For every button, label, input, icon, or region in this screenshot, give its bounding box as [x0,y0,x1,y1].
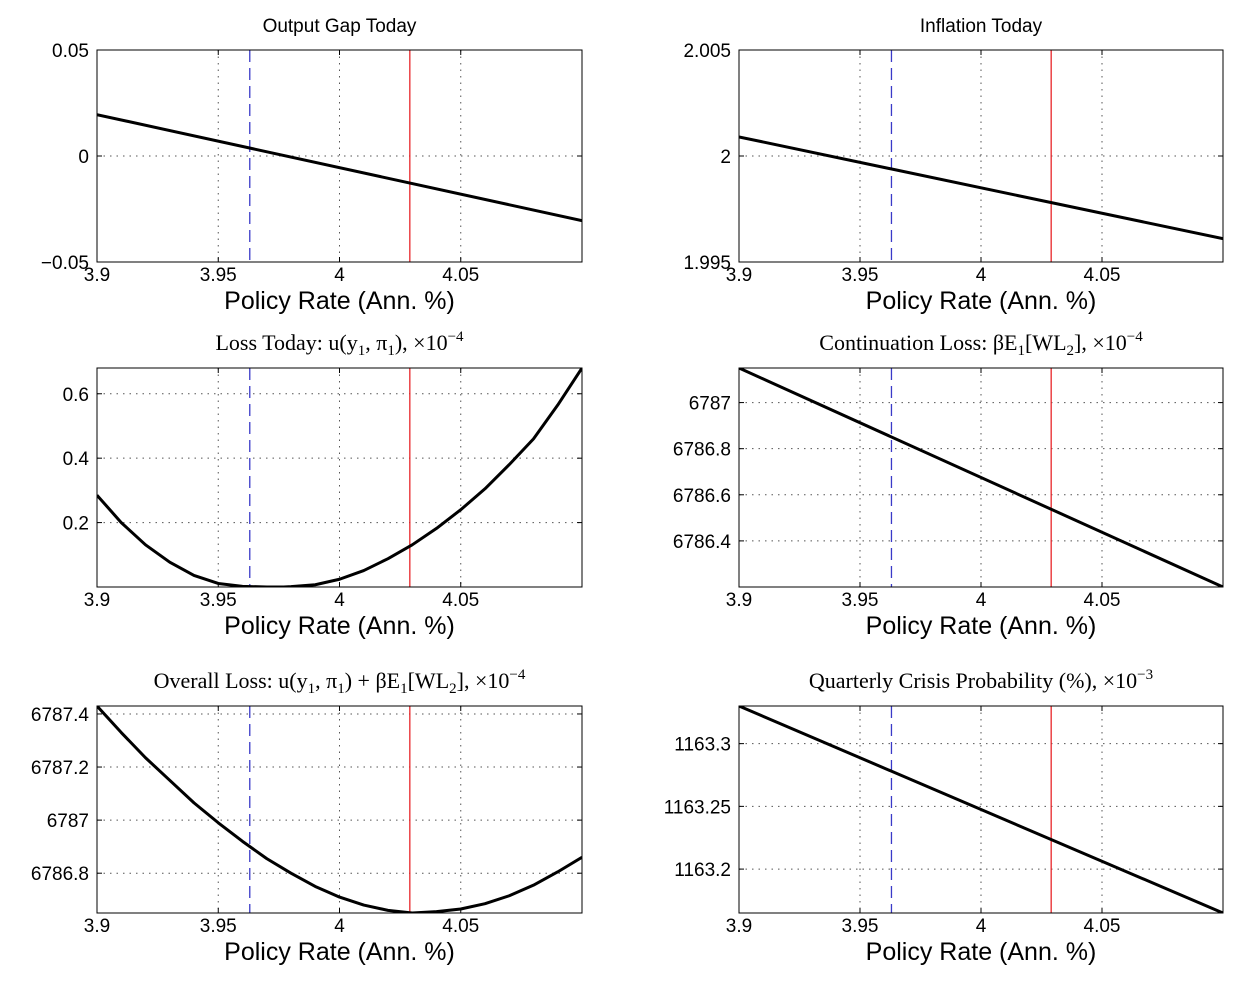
y-tick-label: 6786.8 [673,440,731,461]
x-tick-label: 4 [334,916,345,937]
x-tick-label: 4 [976,590,987,611]
series-line [739,706,1223,913]
x-axis-label: Policy Rate (Ann. %) [224,612,455,640]
x-tick-label: 3.95 [200,916,237,937]
y-tick-label: 6787.4 [31,705,90,726]
x-axis-label: Policy Rate (Ann. %) [224,287,455,315]
x-tick-label: 4 [334,590,345,611]
y-tick-label: 6787 [689,394,731,415]
y-tick-label: −0.05 [41,253,89,274]
y-tick-label: 6786.6 [673,486,731,507]
subplot-1: 3.9 3.95 4 4.05 −0.05 0 0.05 Policy Rate (Ann. … [41,16,583,315]
title-part: −4 [1127,329,1143,345]
title-part: [WL [408,668,450,693]
series-line [739,368,1223,587]
x-tick-label: 3.9 [84,916,110,937]
chart-title: Continuation Loss: βE1[WL2], ×10−4 [819,329,1143,359]
x-tick-label: 4.05 [442,916,479,937]
y-tick-label: 1163.3 [674,735,731,756]
y-tick-label: 0.05 [52,41,89,62]
title-part: , π [365,330,387,355]
chart-title: Output Gap Today [263,16,417,37]
y-tick-label: 2.005 [683,41,731,62]
series-line [97,113,582,223]
title-part: 1 [337,681,345,697]
x-tick-label: 4 [976,916,987,937]
title-part: ) + βE [345,668,400,693]
y-tick-label: 1163.2 [674,860,731,881]
subplot-6: 3.9 3.95 4 4.05 1163.2 1163.25 1163.3 Policy Ra… [664,667,1224,966]
x-tick-label: 4 [334,265,345,286]
y-tick-label: 6787.2 [31,758,89,779]
x-axis-label: Policy Rate (Ann. %) [866,938,1097,966]
series-line [97,706,582,913]
x-tick-label: 3.9 [726,590,752,611]
title-part: Loss Today: [215,330,328,355]
title-part: ), ×10 [395,330,448,355]
y-tick-label: 0 [78,147,89,168]
title-part: ], ×10 [1074,330,1127,355]
x-axis-label: Policy Rate (Ann. %) [866,612,1097,640]
title-part: 1 [358,343,366,359]
x-tick-label: 3.9 [84,590,110,611]
title-part: −4 [509,667,525,683]
title-part: −4 [448,329,464,345]
title-part: 1 [400,681,408,697]
x-tick-label: 3.9 [726,916,752,937]
y-tick-label: 6786.8 [31,864,89,885]
x-tick-label: 3.9 [726,265,752,286]
y-tick-label: 0.4 [63,449,90,470]
title-part: u(y [328,330,357,355]
chart-title: Inflation Today [920,16,1043,37]
y-tick-label: 2 [720,147,731,168]
x-tick-label: 3.95 [200,590,237,611]
x-axis-label: Policy Rate (Ann. %) [866,287,1097,315]
x-tick-label: 4.05 [1084,265,1121,286]
chart-title: Quarterly Crisis Probability (%), ×10−3 [809,667,1153,693]
title-part: 1 [1017,343,1025,359]
x-tick-label: 3.95 [842,265,879,286]
y-tick-label: 1.995 [683,253,731,274]
y-tick-label: 6787 [47,811,89,832]
title-part: , π [315,668,337,693]
title-part: Overall Loss: [154,668,279,693]
y-tick-label: 6786.4 [673,532,732,553]
y-tick-label: 0.2 [63,514,89,535]
x-tick-label: 4 [976,265,987,286]
title-part: u(y [278,668,307,693]
title-part: ], ×10 [457,668,510,693]
series-line [97,368,582,587]
title-part: 1 [387,343,395,359]
x-tick-label: 4.05 [442,590,479,611]
y-tick-label: 0.6 [63,385,89,406]
title-part: Quarterly Crisis Probability (%), ×10 [809,668,1137,693]
x-tick-label: 4.05 [1084,590,1121,611]
x-tick-label: 3.9 [84,265,110,286]
title-part: βE [993,330,1018,355]
subplot-4: 3.9 3.95 4 4.05 6786.4 6786.6 6786.8 6787 Policy… [673,329,1224,640]
chart-title: Overall Loss: u(y1, π1) + βE1[WL2], ×10−… [154,667,526,697]
x-tick-label: 3.95 [842,916,879,937]
title-part: [WL [1025,330,1067,355]
x-tick-label: 3.95 [200,265,237,286]
chart-title: Loss Today: u(y1, π1), ×10−4 [215,329,464,359]
title-part: 1 [308,681,316,697]
subplot-5: 3.9 3.95 4 4.05 6786.8 6787 6787.2 6787.4 Policy… [31,667,583,966]
title-part: 2 [449,681,457,697]
y-tick-label: 1163.25 [664,797,731,818]
x-axis-label: Policy Rate (Ann. %) [224,938,455,966]
title-part: −3 [1137,667,1153,683]
x-tick-label: 3.95 [842,590,879,611]
subplot-3: 3.9 3.95 4 4.05 0.2 0.4 0.6 Policy Rate (Ann. %… [63,329,583,640]
title-part: 2 [1067,343,1075,359]
title-part: Continuation Loss: [819,330,993,355]
series-line [739,135,1223,241]
subplot-2: 3.9 3.95 4 4.05 1.995 2 2.005 Policy Rate (Ann.… [683,16,1224,315]
x-tick-label: 4.05 [1084,916,1121,937]
x-tick-label: 4.05 [442,265,479,286]
